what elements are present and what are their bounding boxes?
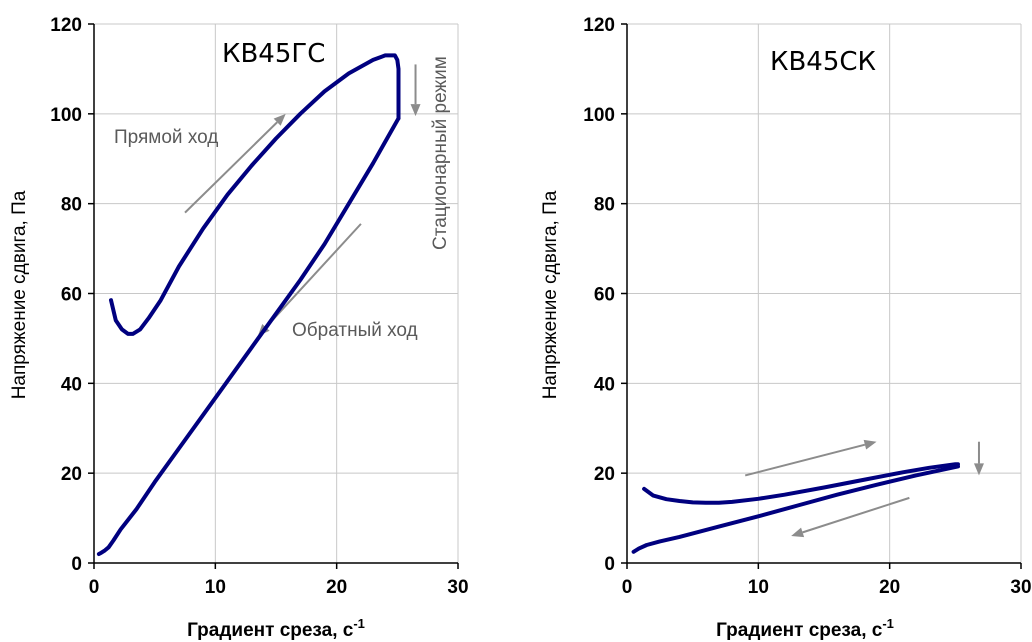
- x-tick-label: 10: [205, 577, 226, 598]
- x-tick-label: 30: [447, 577, 468, 598]
- chart-1-xlabel-text: Градиент среза, с: [187, 620, 354, 641]
- y-tick-label: 20: [61, 464, 82, 485]
- y-tick-label: 80: [61, 195, 82, 216]
- x-tick-label: 20: [326, 577, 347, 598]
- chart-1-annotation-steady: Стационарный режим: [430, 56, 451, 250]
- chart-1-annotation-forward: Прямой ход: [114, 127, 218, 148]
- y-tick-label: 80: [594, 195, 615, 216]
- chart-2-title: КВ45СК: [770, 47, 876, 77]
- y-tick-label: 40: [594, 374, 615, 395]
- direction-arrow-head: [791, 527, 805, 538]
- direction-arrow-shaft: [184, 121, 278, 214]
- chart-1-xlabel: Градиент среза, с-1: [187, 616, 365, 641]
- chart-1-xlabel-sup: -1: [353, 616, 365, 631]
- y-tick-label: 100: [583, 105, 615, 126]
- direction-arrow-shaft: [744, 443, 866, 477]
- direction-arrow-head: [973, 463, 984, 476]
- x-tick-label: 0: [89, 577, 100, 598]
- x-tick-label: 10: [748, 577, 769, 598]
- chart-1-ylabel: Напряжение сдвига, Па: [9, 190, 30, 399]
- series-line: [631, 464, 960, 554]
- chart-2-ylabel: Напряжение сдвига, Па: [540, 190, 561, 399]
- chart-2-xlabel-text: Градиент среза, с: [716, 620, 883, 641]
- chart-1-title: КВ45ГС: [222, 39, 325, 69]
- chart-2: 0 20 40 60 80 100 120 0 10 20 30 КВ45СК Напряжение…: [540, 15, 1032, 641]
- y-tick-label: 60: [594, 285, 615, 306]
- y-tick-label: 0: [604, 554, 615, 575]
- series-line: [109, 53, 401, 336]
- y-tick-label: 120: [583, 15, 615, 36]
- direction-arrow-head: [410, 104, 421, 117]
- direction-arrow-shaft: [802, 496, 910, 534]
- series-line: [96, 116, 401, 556]
- x-tick-label: 0: [622, 577, 633, 598]
- series-line: [642, 462, 960, 505]
- chart-2-xlabel: Градиент среза, с-1: [716, 616, 894, 641]
- y-tick-label: 100: [50, 105, 82, 126]
- y-tick-label: 0: [71, 554, 82, 575]
- direction-arrow-shaft: [265, 223, 362, 329]
- chart-2-xlabel-sup: -1: [882, 616, 894, 631]
- chart-1: 0 20 40 60 80 100 120 0 10 20 30 КВ45ГС Прямой ход…: [9, 15, 469, 641]
- y-tick-label: 20: [594, 464, 615, 485]
- direction-arrow-head: [273, 113, 286, 126]
- y-tick-label: 60: [61, 285, 82, 306]
- chart-1-annotation-backward: Обратный ход: [292, 320, 418, 341]
- y-tick-label: 120: [50, 15, 82, 36]
- x-tick-label: 30: [1010, 577, 1031, 598]
- y-tick-label: 40: [61, 374, 82, 395]
- direction-arrow-head: [863, 439, 877, 450]
- x-tick-label: 20: [879, 577, 900, 598]
